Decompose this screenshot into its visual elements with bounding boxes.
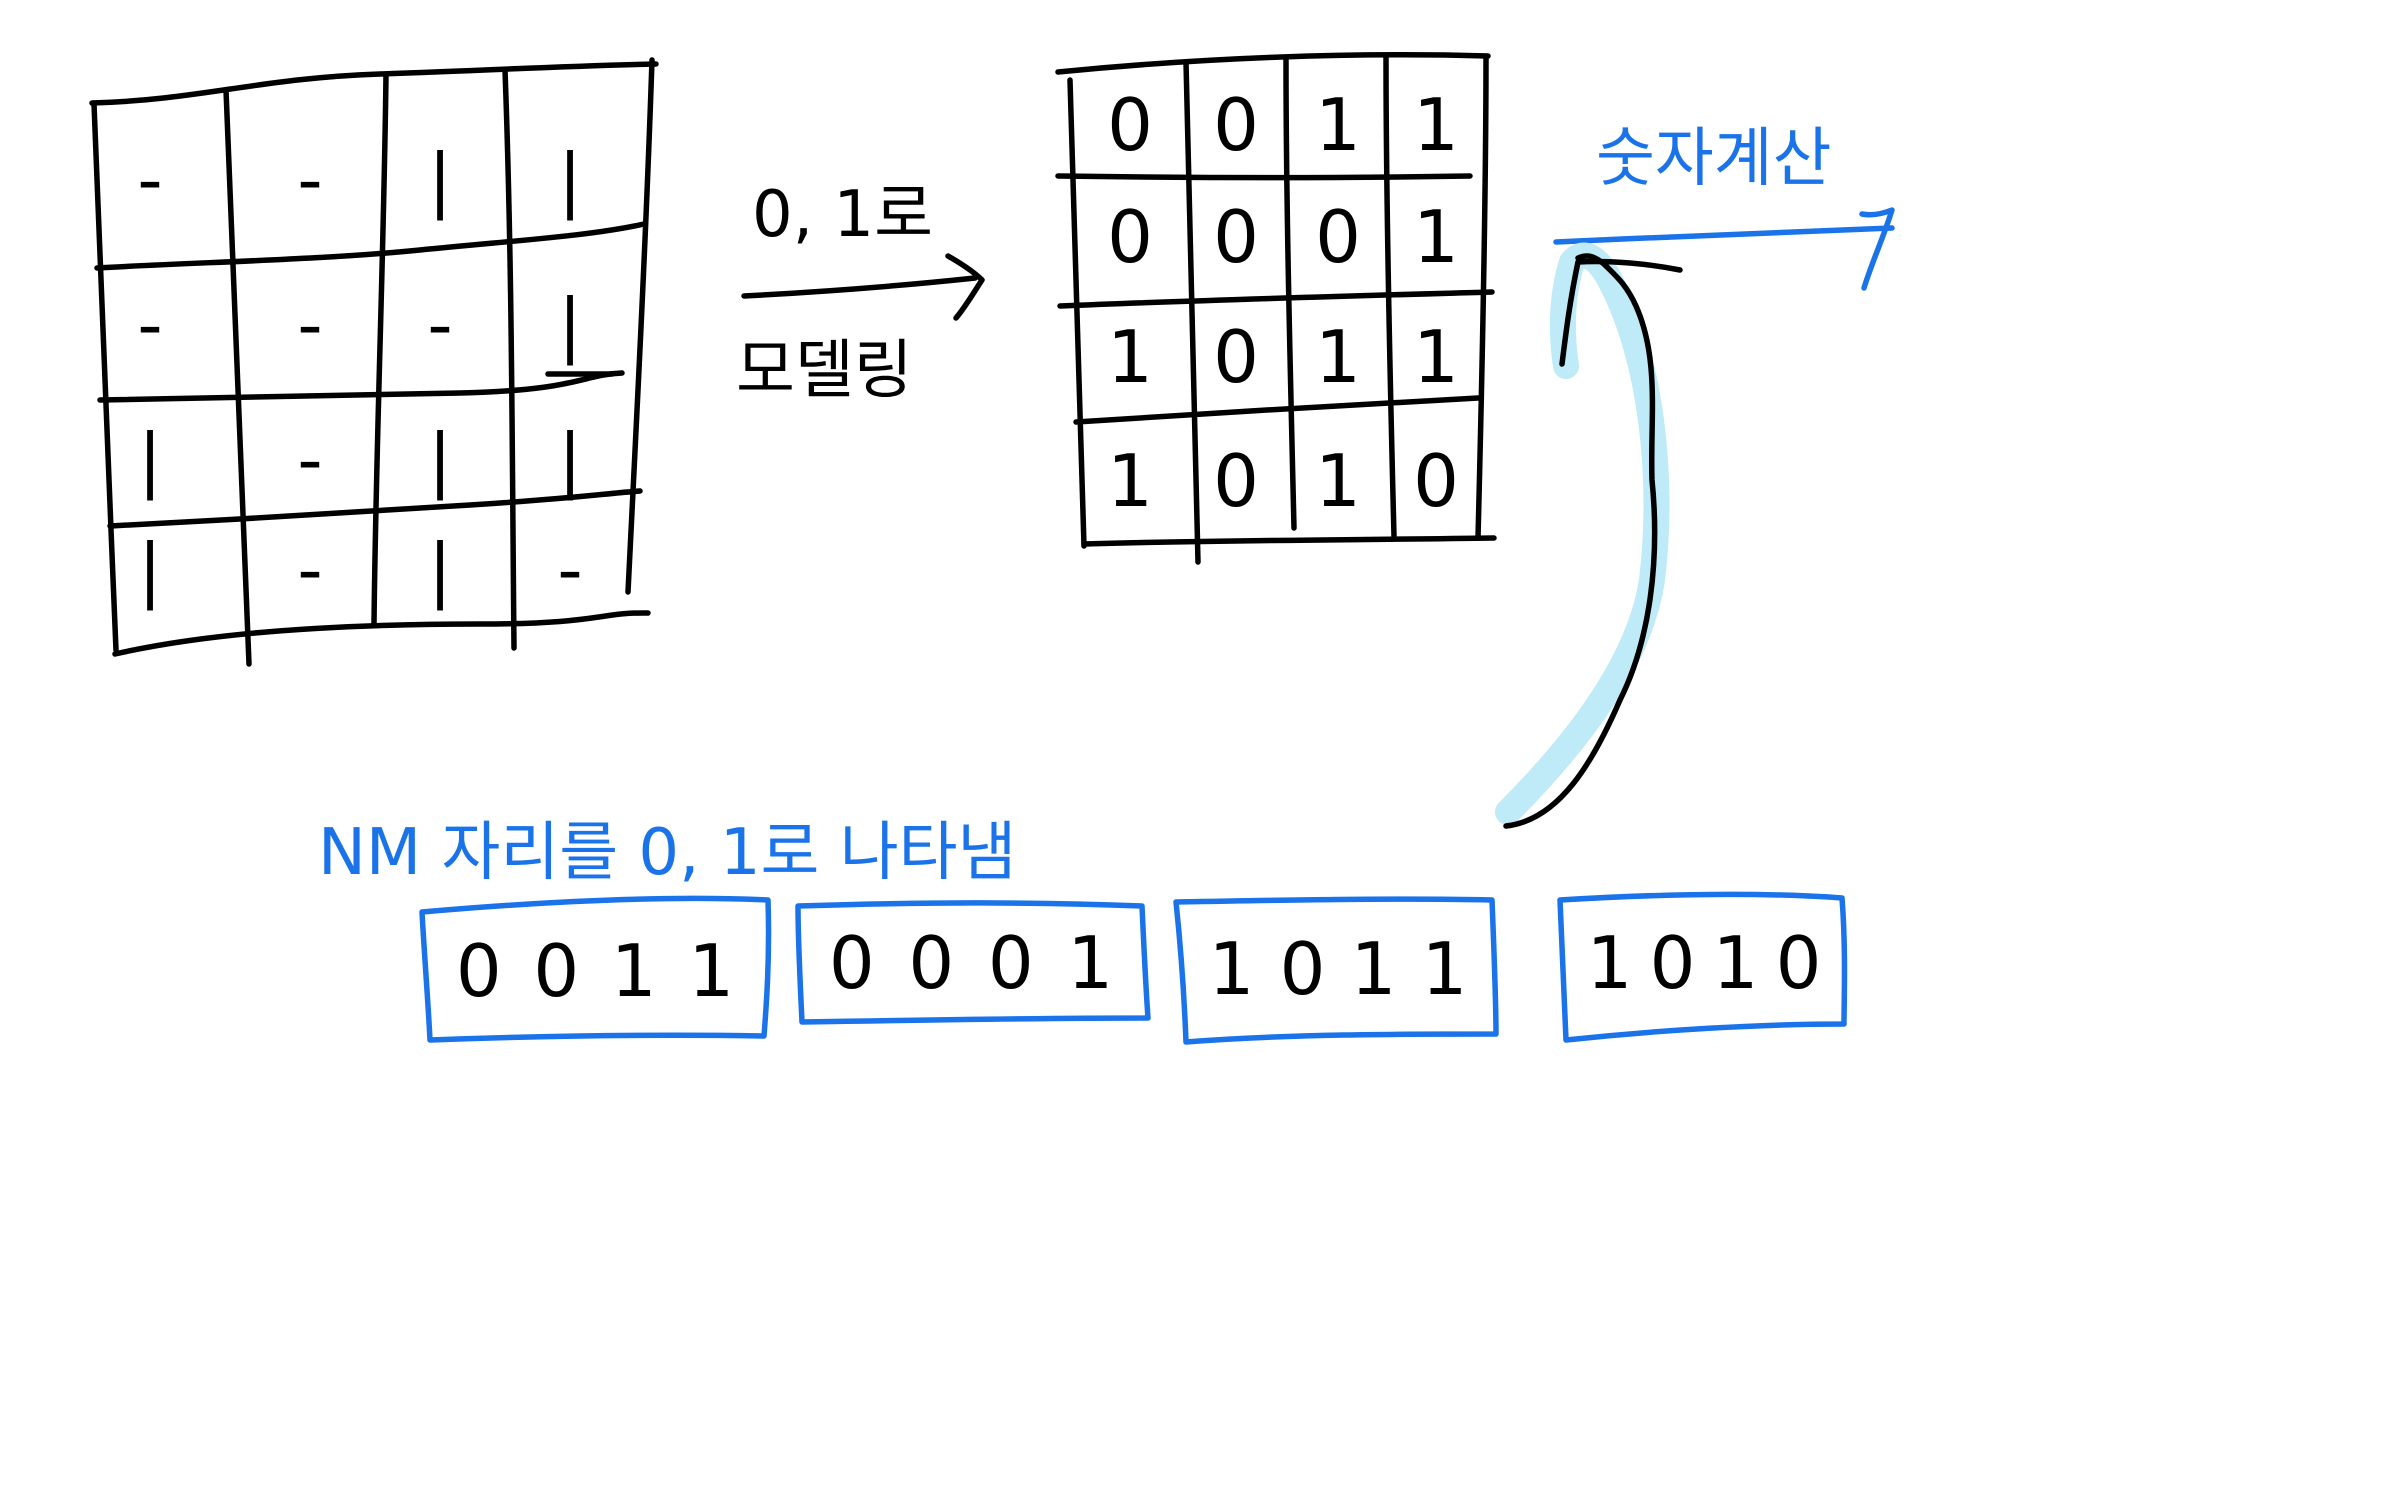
source-grid-lines	[89, 57, 659, 667]
source-grid-mark: |	[558, 419, 582, 501]
bit-value: 0	[829, 921, 875, 1005]
bit-value: 0	[533, 929, 579, 1013]
binary-grid-values: 0 0 1 10 0 0 11 0 1 11 0 1 0	[1107, 83, 1459, 523]
source-grid-mark: |	[428, 529, 452, 611]
number-calc-arrow-shaft	[1553, 225, 1895, 245]
bit-value: 1	[1587, 921, 1633, 1005]
curved-arrow-shaft	[1503, 253, 1658, 829]
source-grid-mark: -	[557, 529, 582, 611]
binary-grid-value: 0	[1213, 83, 1259, 167]
source-grid-mark: |	[428, 419, 452, 501]
bit-value: 1	[1351, 927, 1397, 1011]
binary-grid-value: 1	[1315, 315, 1361, 399]
binary-grid-value: 0	[1107, 83, 1153, 167]
bit-value: 0	[1280, 927, 1326, 1011]
bit-value: 1	[611, 929, 657, 1013]
arrow-label-bottom: 모델링	[736, 334, 913, 408]
binary-grid-value: 1	[1315, 83, 1361, 167]
bit-value: 1	[1422, 927, 1468, 1011]
source-grid-mark: |	[138, 419, 162, 501]
bit-group-box-2	[795, 900, 1151, 1025]
source-grid-mark: -	[137, 139, 162, 221]
bit-group-box-4	[1557, 891, 1848, 1043]
source-grid-mark: -	[137, 284, 162, 366]
number-calc-arrow-head	[1859, 207, 1895, 291]
number-calc-arrow: 숫자계산	[1553, 122, 1895, 291]
bit-value: 1	[688, 929, 734, 1013]
arrow-label-top: 0, 1로	[752, 178, 933, 252]
binary-grid-lines	[1055, 52, 1497, 565]
source-grid-mark: -	[297, 529, 322, 611]
source-grid-mark: -	[297, 284, 322, 366]
binary-grid-value: 1	[1413, 195, 1459, 279]
nm-label: NM 자리를 0, 1로 나타냄	[318, 816, 1016, 890]
curved-arrow-head	[1559, 258, 1683, 367]
bit-value: 0	[1650, 921, 1696, 1005]
source-grid-mark: |	[558, 139, 582, 221]
binary-grid-value: 0	[1315, 195, 1361, 279]
binary-grid-value: 1	[1315, 439, 1361, 523]
source-grid-marks: - - | | - - - | | - | | | - | -	[137, 139, 582, 611]
bit-group-box-3	[1173, 896, 1499, 1045]
source-grid-mark: -	[427, 284, 452, 366]
bit-value: 0	[988, 921, 1034, 1005]
binary-grid-value: 0	[1107, 195, 1153, 279]
bit-value: 0	[1776, 921, 1822, 1005]
binary-grid-value: 0	[1213, 195, 1259, 279]
modeling-arrow-shaft	[741, 275, 978, 299]
curved-arrow-highlight	[1495, 242, 1670, 825]
binary-grid-value: 1	[1107, 315, 1153, 399]
source-grid-mark: |	[558, 284, 582, 366]
binary-grid-value: 1	[1107, 439, 1153, 523]
source-grid: - - | | - - - | | - | | | - | -	[89, 57, 659, 667]
binary-grid-value: 0	[1213, 439, 1259, 523]
modeling-arrow-head	[945, 253, 985, 321]
binary-grid-value: 0	[1213, 315, 1259, 399]
modeling-arrow: 0, 1로 모델링	[736, 178, 985, 408]
bit-value: 1	[1067, 921, 1113, 1005]
bit-value: 0	[908, 921, 954, 1005]
bit-value: 1	[1713, 921, 1759, 1005]
bit-group-box-1	[419, 895, 772, 1043]
bit-value: 0	[456, 929, 502, 1013]
source-grid-mark: -	[297, 139, 322, 221]
source-grid-mark: |	[428, 139, 452, 221]
number-calc-label: 숫자계산	[1596, 122, 1832, 196]
source-grid-mark: -	[297, 419, 322, 501]
binary-grid: 0 0 1 10 0 0 11 0 1 11 0 1 0	[1055, 52, 1497, 565]
source-grid-mark: |	[138, 529, 162, 611]
binary-grid-value: 0	[1413, 439, 1459, 523]
curved-arrow	[1495, 242, 1683, 829]
binary-grid-value: 1	[1413, 83, 1459, 167]
binary-grid-value: 1	[1413, 315, 1459, 399]
bit-value: 1	[1209, 927, 1255, 1011]
